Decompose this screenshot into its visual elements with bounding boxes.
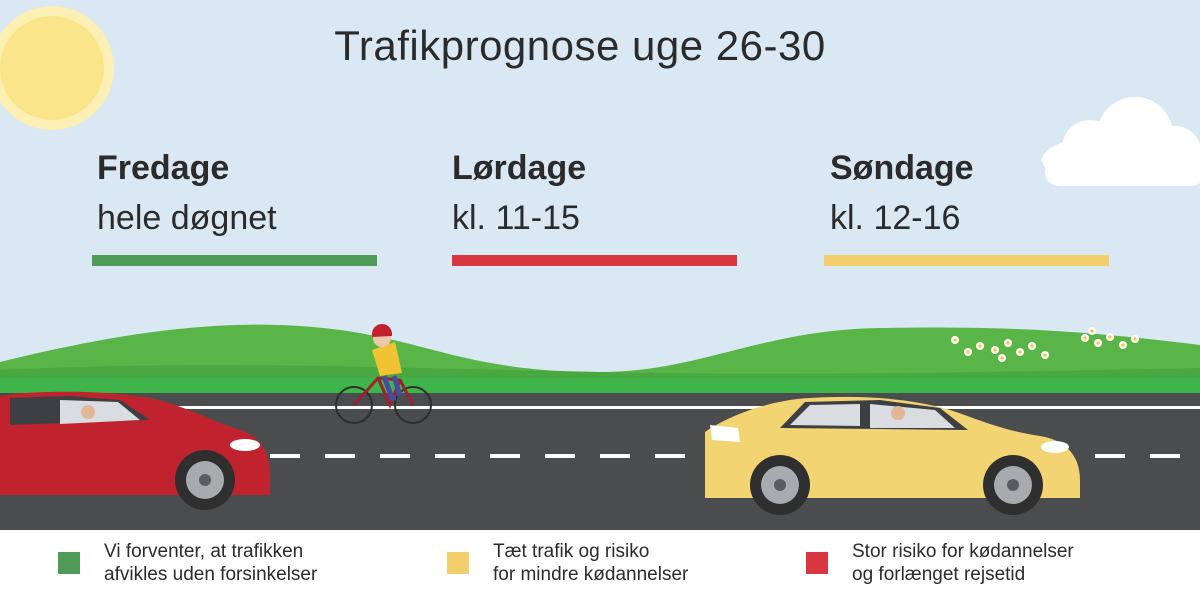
legend-item-yellow: Tæt trafik og risiko for mindre kødannel… [447,538,777,594]
legend-line: afvikles uden forsinkelser [104,564,318,585]
legend-item-green: Vi forventer, at trafikken afvikles uden… [58,538,438,594]
day-name: Lørdage [452,149,587,187]
page-title: Trafikprognose uge 26-30 [334,22,826,69]
traffic-level-bar-sunday [824,255,1109,266]
yellow-car-icon [705,396,1080,515]
grass-strip [0,378,1200,393]
legend-swatch-red [806,552,828,574]
day-friday: Fredage hele døgnet [97,146,397,240]
legend-label: Vi forventer, at trafikken afvikles uden… [104,540,317,586]
legend-background [0,530,1200,600]
day-name: Fredage [97,149,230,187]
legend-swatch-yellow [447,552,469,574]
red-car-icon [0,391,270,510]
legend-label: Tæt trafik og risiko for mindre kødannel… [493,540,688,586]
day-name: Søndage [830,149,974,187]
legend-line: Vi forventer, at trafikken [104,541,304,562]
legend-line: og forlænget rejsetid [852,564,1026,585]
day-time: hele døgnet [97,199,277,237]
legend-label: Stor risiko for kødannelser og forlænget… [852,540,1074,586]
legend-item-red: Stor risiko for kødannelser og forlænget… [806,538,1166,594]
day-time: kl. 11-15 [452,199,580,237]
day-time: kl. 12-16 [830,199,961,237]
day-saturday: Lørdage kl. 11-15 [452,146,752,240]
lane-markings [270,454,1180,458]
traffic-level-bar-saturday [452,255,737,266]
legend-line: Tæt trafik og risiko [493,541,650,562]
legend-line: for mindre kødannelser [493,564,689,585]
legend-line: Stor risiko for kødannelser [852,541,1074,562]
cyclist-icon [335,323,432,424]
legend-swatch-green [58,552,80,574]
cloud-icon [1042,97,1200,186]
traffic-level-bar-friday [92,255,377,266]
day-sunday: Søndage kl. 12-16 [830,146,1130,240]
